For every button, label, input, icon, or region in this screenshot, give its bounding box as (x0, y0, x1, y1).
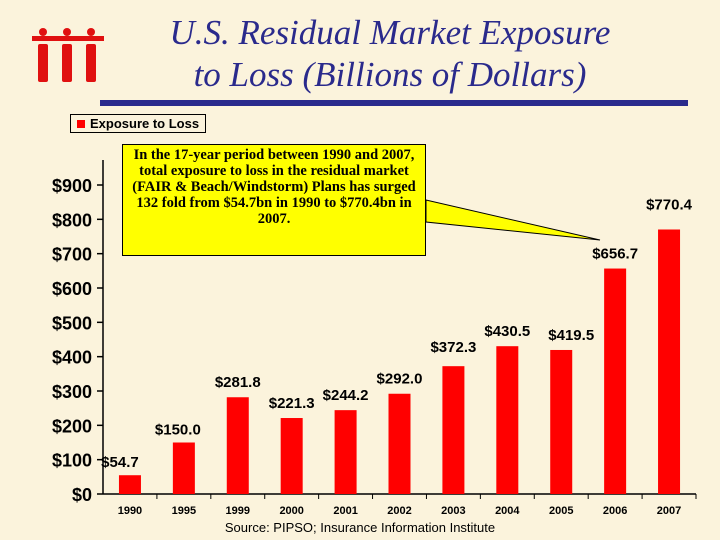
y-tick-label: $300 (52, 382, 92, 402)
x-tick-label: 2001 (333, 505, 357, 517)
data-label: $54.7 (101, 454, 139, 471)
chart-legend: Exposure to Loss (70, 114, 207, 133)
iii-logo (32, 28, 104, 84)
bar-2006 (604, 268, 627, 494)
y-tick-label: $0 (72, 485, 92, 505)
y-tick-label: $100 (52, 451, 92, 471)
data-label: $292.0 (377, 371, 423, 388)
data-label: $770.4 (646, 196, 693, 213)
bar-2001 (334, 410, 357, 494)
title-divider (100, 100, 688, 106)
data-label: $419.5 (548, 327, 594, 344)
y-tick-label: $600 (52, 279, 92, 299)
x-tick-label: 2004 (495, 505, 520, 517)
x-tick-label: 1999 (226, 505, 250, 517)
legend-swatch (77, 119, 85, 128)
source-note: Source: PIPSO; Insurance Information Ins… (224, 520, 496, 535)
x-tick-label: 2006 (603, 505, 627, 517)
x-tick-label: 2007 (657, 505, 681, 517)
bar-2003 (442, 366, 465, 494)
bar-1990 (118, 475, 141, 494)
x-tick-label: 1990 (118, 505, 142, 517)
x-tick-label: 2003 (441, 505, 465, 517)
y-tick-label: $800 (52, 210, 92, 230)
callout-box: In the 17-year period between 1990 and 2… (122, 144, 426, 256)
y-tick-label: $500 (52, 313, 92, 333)
data-label: $281.8 (215, 374, 261, 391)
bar-2005 (550, 349, 573, 494)
title-line-2: to Loss (Billions of Dollars) (193, 55, 587, 94)
data-label: $150.0 (155, 422, 201, 439)
data-label: $372.3 (430, 339, 476, 356)
x-tick-label: 2005 (549, 505, 573, 517)
x-tick-label: 2002 (387, 505, 411, 517)
bar-1995 (172, 442, 195, 494)
y-tick-label: $200 (52, 416, 92, 436)
page-title: U.S. Residual Market Exposure to Loss (B… (110, 12, 670, 96)
bar-2004 (496, 346, 519, 494)
y-tick-label: $400 (52, 348, 92, 368)
bar-2002 (388, 393, 411, 494)
bar-2007 (658, 229, 681, 494)
x-tick-label: 2000 (279, 505, 303, 517)
legend-label: Exposure to Loss (90, 116, 200, 131)
data-label: $244.2 (323, 387, 369, 404)
bar-1999 (226, 397, 249, 494)
y-tick-label: $900 (52, 176, 92, 196)
data-label: $221.3 (269, 395, 315, 412)
x-tick-label: 1995 (172, 505, 196, 517)
y-tick-label: $700 (52, 245, 92, 265)
data-label: $656.7 (592, 246, 638, 263)
title-line-1: U.S. Residual Market Exposure (169, 13, 611, 52)
callout-pointer (425, 199, 601, 241)
data-label: $430.5 (484, 323, 530, 340)
bar-2000 (280, 418, 303, 494)
